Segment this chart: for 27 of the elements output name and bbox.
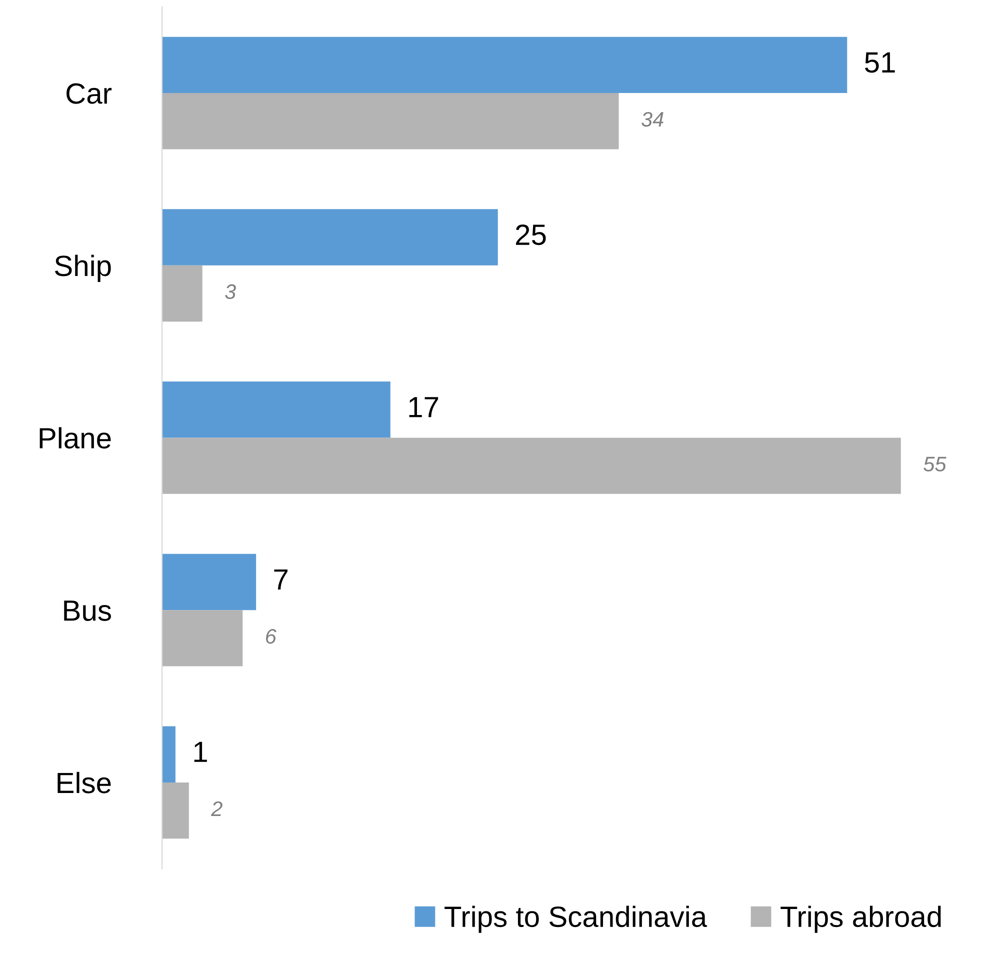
- y-tick-label: Car: [66, 83, 112, 104]
- data-label: 55: [924, 456, 946, 472]
- bar: [162, 36, 848, 94]
- bar: [162, 782, 189, 839]
- data-label: 2: [210, 801, 222, 816]
- legend-label: Trips abroad: [780, 906, 941, 933]
- y-tick-label: Plane: [40, 427, 111, 449]
- data-label: 25: [516, 224, 546, 246]
- bar: [162, 209, 498, 266]
- data-label: 7: [274, 569, 288, 590]
- data-label: 17: [409, 397, 438, 418]
- bar: [162, 726, 176, 782]
- data-label: 3: [225, 284, 236, 300]
- data-label: 6: [266, 629, 276, 644]
- bar: [162, 382, 390, 438]
- bar: [162, 265, 202, 322]
- data-label: 34: [641, 112, 664, 127]
- data-label: 1: [194, 742, 207, 762]
- y-tick-label: Else: [58, 772, 111, 794]
- data-label: 51: [864, 52, 895, 73]
- bar: [162, 610, 243, 666]
- legend-label: Trips to Scandinavia: [444, 906, 708, 933]
- bar: [162, 438, 901, 494]
- y-tick-label: Ship: [54, 254, 111, 282]
- bar: [162, 93, 619, 150]
- bar: [162, 554, 256, 610]
- y-tick-label: Bus: [64, 600, 111, 621]
